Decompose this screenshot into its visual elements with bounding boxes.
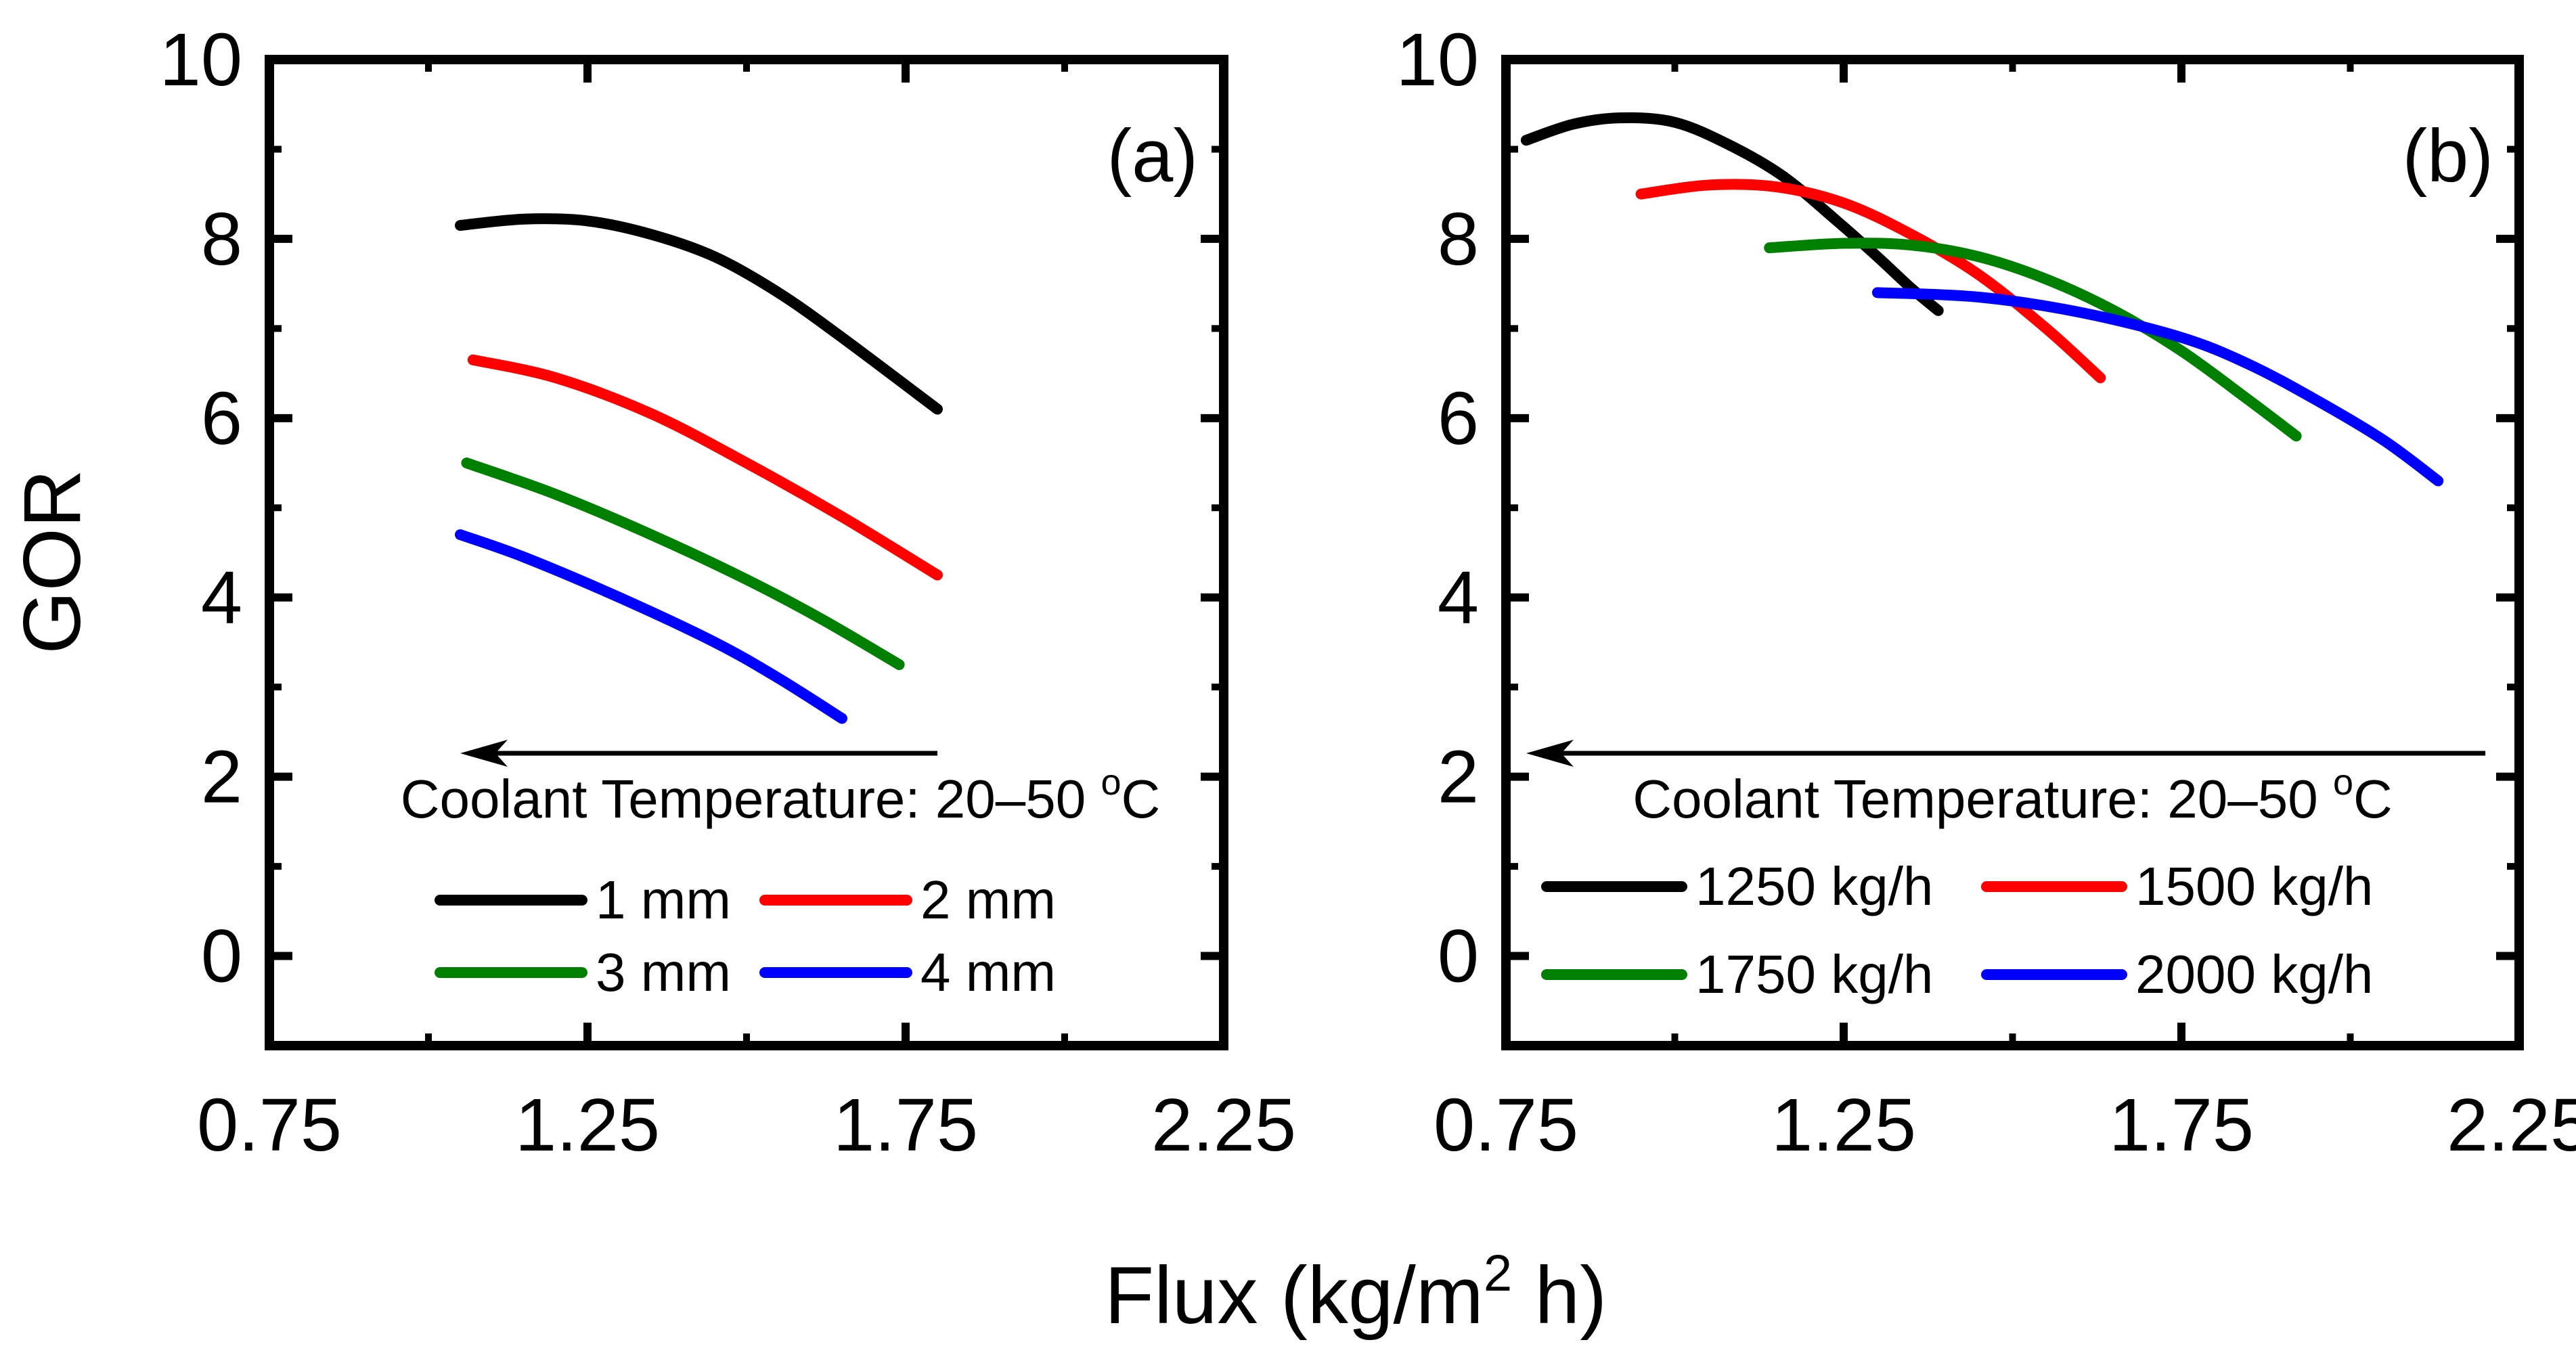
- y-tick-label: 6: [201, 377, 242, 460]
- y-tick-label: 6: [1438, 377, 1479, 460]
- annotation-text-main: Coolant Temperature: 20–50: [401, 769, 1101, 829]
- y-tick-label: 4: [201, 556, 242, 640]
- y-tick-label: 2: [201, 736, 242, 819]
- x-tick-label: 1.25: [515, 1084, 660, 1167]
- legend-label: 2 mm: [920, 870, 1056, 930]
- series-line-2000-kg-h: [1871, 287, 2444, 487]
- arrow-head: [1526, 740, 1574, 767]
- arrow-head: [460, 740, 508, 767]
- legend-label: 2000 kg/h: [2135, 944, 2373, 1004]
- x-tick-label: 1.25: [1771, 1084, 1916, 1167]
- x-axis-label-sup: 2: [1484, 1245, 1512, 1302]
- x-tick-label: 2.25: [1151, 1084, 1296, 1167]
- panel-b: 0.75 1.25 1.75 2.25 0 2 4 6 8 10 (b) Coolant Temper…: [1396, 18, 2576, 1167]
- series-line-1-mm: [455, 213, 943, 415]
- legend-label: 1250 kg/h: [1695, 856, 1933, 916]
- panel-label: (b): [2403, 114, 2493, 198]
- panel-label: (a): [1107, 114, 1198, 198]
- x-tick-label: 1.75: [833, 1084, 978, 1167]
- series-line-2-mm: [467, 354, 943, 581]
- x-axis-label-main: Flux (kg/m: [1105, 1250, 1484, 1341]
- x-tick-label: 2.25: [2447, 1084, 2576, 1167]
- y-axis-label: GOR: [7, 469, 97, 654]
- annotation-text-main: Coolant Temperature: 20–50: [1633, 769, 2333, 829]
- y-tick-label: 8: [201, 198, 242, 281]
- series-line-1500-kg-h: [1635, 179, 2106, 384]
- y-tick-label: 0: [1438, 915, 1479, 998]
- annotation-text-tail: C: [1122, 769, 1161, 829]
- y-tick-label: 4: [1438, 556, 1479, 640]
- y-tick-label: 10: [1396, 18, 1479, 102]
- legend-label: 3 mm: [596, 942, 731, 1002]
- series-line-3-mm: [461, 458, 905, 671]
- x-axis-label-tail: h): [1512, 1250, 1607, 1341]
- annotation-text: Coolant Temperature: 20–50 oC: [1633, 762, 2393, 829]
- annotation-text-sup: o: [2333, 762, 2353, 803]
- annotation-text: Coolant Temperature: 20–50 oC: [401, 762, 1161, 829]
- y-tick-label: 2: [1438, 736, 1479, 819]
- legend-label: 4 mm: [920, 942, 1056, 1002]
- annotation-text-sup: o: [1101, 762, 1121, 803]
- legend-label: 1 mm: [596, 870, 731, 930]
- legend: 1 mm 2 mm 3 mm 4 mm: [435, 870, 1056, 1002]
- x-tick-label: 0.75: [197, 1084, 342, 1167]
- series-line-1250-kg-h: [1520, 112, 1944, 316]
- legend: 1250 kg/h 1500 kg/h 1750 kg/h 2000 kg/h: [1541, 856, 2373, 1004]
- series-line-4-mm: [455, 529, 847, 724]
- panel-a: 0.75 1.25 1.75 2.25 0 2 4 6 8 10 (a) Coolant Temper…: [160, 18, 1296, 1167]
- annotation-text-tail: C: [2353, 769, 2393, 829]
- y-tick-label: 8: [1438, 198, 1479, 281]
- legend-label: 1750 kg/h: [1695, 944, 1933, 1004]
- x-tick-label: 0.75: [1434, 1084, 1578, 1167]
- y-tick-label: 10: [160, 18, 242, 102]
- series-line-1750-kg-h: [1764, 238, 2302, 442]
- x-tick-label: 1.75: [2109, 1084, 2254, 1167]
- plot-frame: [265, 55, 1228, 1050]
- y-tick-label: 0: [201, 915, 242, 998]
- x-axis-label: Flux (kg/m2 h): [1105, 1245, 1607, 1341]
- legend-label: 1500 kg/h: [2135, 856, 2373, 916]
